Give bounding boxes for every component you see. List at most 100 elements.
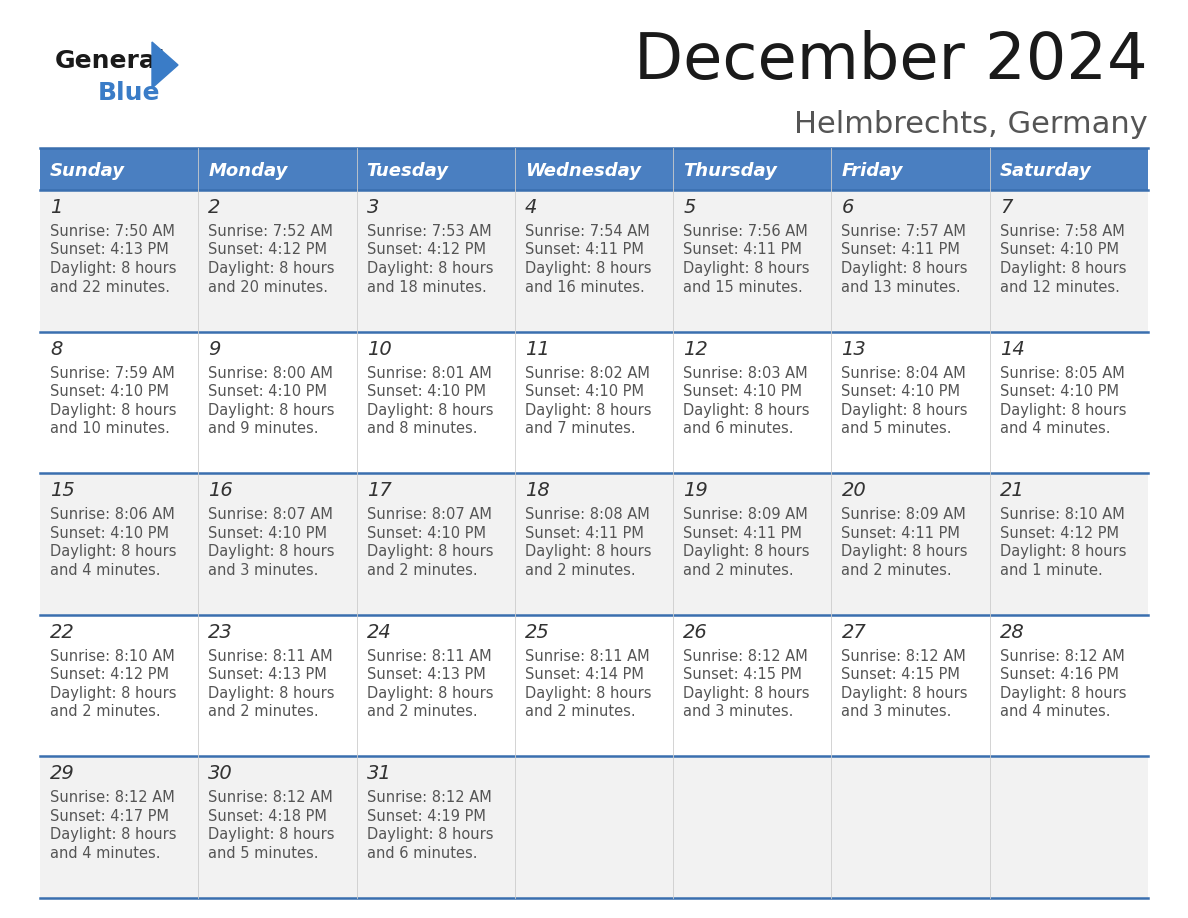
Bar: [356, 756, 514, 898]
Polygon shape: [152, 42, 178, 88]
Text: Saturday: Saturday: [1000, 162, 1092, 180]
Text: Friday: Friday: [841, 162, 903, 180]
Text: and 3 minutes.: and 3 minutes.: [683, 704, 794, 720]
Bar: [832, 756, 990, 898]
Text: Sunset: 4:13 PM: Sunset: 4:13 PM: [50, 242, 169, 258]
Text: Sunrise: 7:53 AM: Sunrise: 7:53 AM: [367, 224, 491, 239]
Bar: [514, 756, 674, 898]
Bar: [40, 756, 198, 898]
Text: Daylight: 8 hours: Daylight: 8 hours: [841, 403, 968, 418]
Text: Sunset: 4:12 PM: Sunset: 4:12 PM: [208, 242, 327, 258]
Text: 17: 17: [367, 481, 391, 500]
Text: and 2 minutes.: and 2 minutes.: [367, 704, 478, 720]
Text: and 18 minutes.: and 18 minutes.: [367, 279, 486, 295]
Text: 3: 3: [367, 198, 379, 217]
Bar: [356, 331, 514, 473]
Text: and 2 minutes.: and 2 minutes.: [525, 563, 636, 577]
Bar: [674, 756, 832, 898]
Bar: [990, 756, 1148, 898]
Text: Sunset: 4:10 PM: Sunset: 4:10 PM: [50, 526, 169, 541]
Text: Daylight: 8 hours: Daylight: 8 hours: [841, 261, 968, 276]
Text: Daylight: 8 hours: Daylight: 8 hours: [1000, 403, 1126, 418]
Text: and 1 minute.: and 1 minute.: [1000, 563, 1102, 577]
Text: Sunset: 4:11 PM: Sunset: 4:11 PM: [525, 242, 644, 258]
Text: Sunset: 4:10 PM: Sunset: 4:10 PM: [1000, 384, 1119, 399]
Bar: [990, 148, 1148, 190]
Text: and 2 minutes.: and 2 minutes.: [525, 704, 636, 720]
Bar: [990, 331, 1148, 473]
Text: 11: 11: [525, 340, 550, 359]
Text: and 4 minutes.: and 4 minutes.: [1000, 704, 1111, 720]
Text: Daylight: 8 hours: Daylight: 8 hours: [50, 403, 177, 418]
Bar: [832, 615, 990, 756]
Text: 23: 23: [208, 622, 233, 642]
Text: Sunday: Sunday: [50, 162, 125, 180]
Text: and 10 minutes.: and 10 minutes.: [50, 421, 170, 436]
Bar: [832, 148, 990, 190]
Bar: [674, 615, 832, 756]
Bar: [40, 190, 198, 331]
Text: General: General: [55, 49, 165, 73]
Text: 24: 24: [367, 622, 391, 642]
Text: 25: 25: [525, 622, 550, 642]
Text: Sunrise: 8:12 AM: Sunrise: 8:12 AM: [841, 649, 966, 664]
Text: and 7 minutes.: and 7 minutes.: [525, 421, 636, 436]
Text: Daylight: 8 hours: Daylight: 8 hours: [208, 261, 335, 276]
Bar: [990, 615, 1148, 756]
Text: and 8 minutes.: and 8 minutes.: [367, 421, 478, 436]
Text: Daylight: 8 hours: Daylight: 8 hours: [50, 261, 177, 276]
Text: Sunrise: 7:59 AM: Sunrise: 7:59 AM: [50, 365, 175, 381]
Bar: [674, 473, 832, 615]
Text: Sunrise: 7:52 AM: Sunrise: 7:52 AM: [208, 224, 333, 239]
Bar: [674, 148, 832, 190]
Text: Sunrise: 8:05 AM: Sunrise: 8:05 AM: [1000, 365, 1125, 381]
Text: Sunset: 4:15 PM: Sunset: 4:15 PM: [683, 667, 802, 682]
Text: Sunrise: 8:10 AM: Sunrise: 8:10 AM: [1000, 508, 1125, 522]
Text: 20: 20: [841, 481, 866, 500]
Text: Sunset: 4:10 PM: Sunset: 4:10 PM: [841, 384, 960, 399]
Text: Daylight: 8 hours: Daylight: 8 hours: [1000, 544, 1126, 559]
Text: 4: 4: [525, 198, 537, 217]
Text: and 12 minutes.: and 12 minutes.: [1000, 279, 1119, 295]
Text: Daylight: 8 hours: Daylight: 8 hours: [683, 403, 810, 418]
Text: Daylight: 8 hours: Daylight: 8 hours: [525, 403, 651, 418]
Text: Daylight: 8 hours: Daylight: 8 hours: [525, 261, 651, 276]
Text: Sunset: 4:10 PM: Sunset: 4:10 PM: [208, 384, 327, 399]
Text: Daylight: 8 hours: Daylight: 8 hours: [841, 544, 968, 559]
Text: Sunset: 4:10 PM: Sunset: 4:10 PM: [683, 384, 802, 399]
Text: Sunrise: 8:06 AM: Sunrise: 8:06 AM: [50, 508, 175, 522]
Text: 19: 19: [683, 481, 708, 500]
Text: Daylight: 8 hours: Daylight: 8 hours: [208, 827, 335, 843]
Text: and 4 minutes.: and 4 minutes.: [1000, 421, 1111, 436]
Text: Daylight: 8 hours: Daylight: 8 hours: [1000, 686, 1126, 700]
Text: Helmbrechts, Germany: Helmbrechts, Germany: [795, 110, 1148, 139]
Text: and 15 minutes.: and 15 minutes.: [683, 279, 803, 295]
Text: and 5 minutes.: and 5 minutes.: [841, 421, 952, 436]
Text: Sunset: 4:10 PM: Sunset: 4:10 PM: [367, 384, 486, 399]
Text: Sunset: 4:19 PM: Sunset: 4:19 PM: [367, 809, 486, 823]
Text: 13: 13: [841, 340, 866, 359]
Text: Daylight: 8 hours: Daylight: 8 hours: [525, 686, 651, 700]
Text: and 4 minutes.: and 4 minutes.: [50, 563, 160, 577]
Text: 6: 6: [841, 198, 854, 217]
Text: Sunset: 4:16 PM: Sunset: 4:16 PM: [1000, 667, 1119, 682]
Text: 30: 30: [208, 765, 233, 783]
Text: Sunset: 4:10 PM: Sunset: 4:10 PM: [367, 526, 486, 541]
Text: Sunset: 4:12 PM: Sunset: 4:12 PM: [367, 242, 486, 258]
Text: Sunrise: 7:56 AM: Sunrise: 7:56 AM: [683, 224, 808, 239]
Text: Sunset: 4:17 PM: Sunset: 4:17 PM: [50, 809, 169, 823]
Text: 16: 16: [208, 481, 233, 500]
Text: Daylight: 8 hours: Daylight: 8 hours: [50, 827, 177, 843]
Bar: [356, 473, 514, 615]
Text: Sunset: 4:11 PM: Sunset: 4:11 PM: [841, 526, 960, 541]
Text: Daylight: 8 hours: Daylight: 8 hours: [367, 686, 493, 700]
Text: Sunset: 4:11 PM: Sunset: 4:11 PM: [683, 526, 802, 541]
Text: Daylight: 8 hours: Daylight: 8 hours: [683, 544, 810, 559]
Bar: [356, 615, 514, 756]
Text: 14: 14: [1000, 340, 1024, 359]
Text: and 5 minutes.: and 5 minutes.: [208, 845, 318, 861]
Bar: [198, 473, 356, 615]
Bar: [40, 473, 198, 615]
Text: Daylight: 8 hours: Daylight: 8 hours: [367, 544, 493, 559]
Text: 15: 15: [50, 481, 75, 500]
